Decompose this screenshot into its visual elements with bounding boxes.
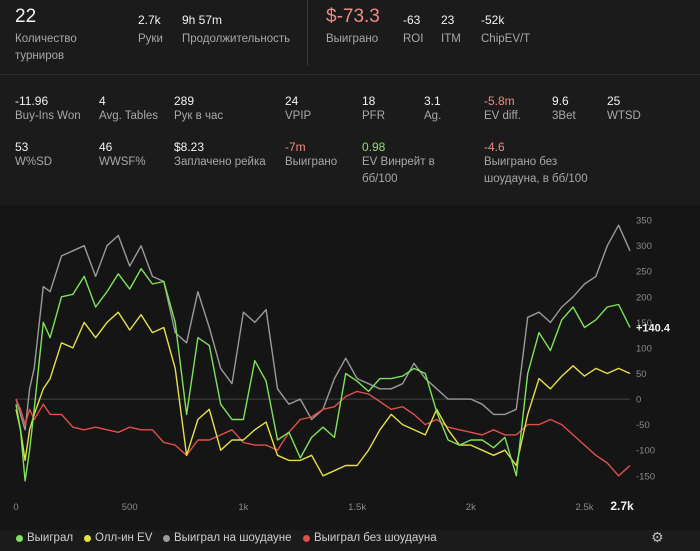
series-line-2: [15, 224, 631, 431]
stats-divider: [307, 0, 308, 66]
pfr-value: 18: [362, 94, 376, 108]
wsd-value: 53: [15, 140, 29, 154]
wwsf-value: 46: [99, 140, 113, 154]
ev-winrate-value: 0.98: [362, 140, 386, 154]
legend-dot-allin-ev: [84, 534, 91, 542]
legend-item-allin-ev[interactable]: Олл-ин EV: [84, 532, 152, 544]
chart-legend: Выиграл Олл-ин EV Выиграл на шоудауне Вы…: [0, 531, 700, 551]
x-tick-label: 2.5k: [576, 502, 594, 513]
y-tick-label: -100: [636, 446, 655, 457]
pfr-label: PFR: [362, 110, 385, 122]
nonsd-winrate-label: Выиграно без шоудауна, в бб/100: [484, 156, 588, 185]
avg-tables-label: Avg. Tables: [99, 110, 159, 122]
tournaments-value: 22: [15, 6, 37, 27]
series-line-0: [15, 268, 631, 482]
chipev-label: ChipEV/T: [481, 33, 531, 45]
ev-diff-label: EV diff.: [484, 110, 521, 122]
rake-value: $8.23: [174, 140, 205, 154]
itm-label: ITM: [441, 33, 461, 45]
wsd-label: W%SD: [15, 156, 53, 168]
gear-icon[interactable]: ⚙: [651, 529, 664, 545]
tournaments-label: Количество турниров: [15, 33, 77, 62]
won-chips-label: Выиграно: [285, 156, 338, 168]
roi-label: ROI: [403, 33, 424, 45]
itm-value: 23: [441, 13, 455, 27]
y-tick-label: 350: [636, 216, 652, 227]
y-tick-label: 250: [636, 267, 652, 278]
duration-label: Продолжительность: [182, 33, 291, 45]
buyins-won-value: -11.96: [15, 94, 49, 108]
x-tick-label: 1k: [238, 502, 248, 513]
3bet-value: 9.6: [552, 94, 569, 108]
won-value: $-73.3: [326, 6, 380, 27]
3bet-label: 3Bet: [552, 110, 576, 122]
y-tick-label: -150: [636, 471, 655, 482]
wtsd-label: WTSD: [607, 110, 641, 122]
series-line-1: [15, 311, 631, 477]
legend-item-won[interactable]: Выиграл: [16, 532, 73, 544]
wtsd-value: 25: [607, 94, 621, 108]
won-chips-value: -7m: [285, 140, 306, 154]
won-label: Выиграно: [326, 33, 379, 45]
x-tick-label-current: 2.7k: [610, 499, 634, 513]
legend-label-won: Выиграл: [27, 532, 74, 544]
hands-value: 2.7k: [138, 13, 161, 27]
buyins-won-label: Buy-Ins Won: [15, 110, 81, 122]
legend-item-nonshowdown[interactable]: Выиграл без шоудауна: [303, 532, 437, 544]
ag-value: 3.1: [424, 94, 441, 108]
x-tick-label: 1.5k: [348, 502, 366, 513]
legend-item-showdown[interactable]: Выиграл на шоудауне: [163, 532, 292, 544]
y-tick-label: 50: [636, 369, 647, 380]
legend-label-nonshowdown: Выиграл без шоудауна: [314, 532, 437, 544]
legend-dot-showdown: [163, 534, 170, 542]
x-tick-label: 0: [13, 502, 18, 513]
y-tick-label: 0: [636, 395, 641, 406]
y-tick-label: 300: [636, 241, 652, 252]
legend-label-showdown: Выиграл на шоудауне: [174, 532, 292, 544]
nonsd-winrate-value: -4.6: [484, 140, 505, 154]
hands-label: Руки: [138, 33, 163, 45]
vpip-label: VPIP: [285, 110, 312, 122]
hands-per-hour-label: Рук в час: [174, 110, 224, 122]
avg-tables-value: 4: [99, 94, 106, 108]
roi-value: -63: [403, 13, 421, 27]
chipev-value: -52k: [481, 13, 505, 27]
y-tick-label: -50: [636, 420, 650, 431]
current-value-label: +140.4: [636, 322, 671, 334]
legend-dot-won: [16, 534, 23, 542]
x-tick-label: 500: [122, 502, 138, 513]
results-chart[interactable]: 350 300 250 200 150 100 50 0 -50 -100 -150 0 500 1k 1.…: [0, 205, 700, 530]
y-tick-label: 200: [636, 292, 652, 303]
y-tick-label: 100: [636, 343, 652, 354]
rake-label: Заплачено рейка: [174, 156, 266, 168]
duration-value: 9h 57m: [182, 13, 223, 27]
y-tick-label: 150: [636, 318, 652, 329]
wwsf-label: WWSF%: [99, 156, 146, 168]
legend-label-allin-ev: Олл-ин EV: [95, 532, 153, 544]
legend-dot-nonshowdown: [303, 534, 310, 542]
hands-per-hour-value: 289: [174, 94, 195, 108]
vpip-value: 24: [285, 94, 299, 108]
series-line-3: [15, 390, 631, 477]
x-tick-label: 2k: [466, 502, 476, 513]
ev-winrate-label: EV Винрейт в бб/100: [362, 156, 435, 185]
header-divider: [0, 74, 700, 75]
ev-diff-value: -5.8m: [484, 94, 515, 108]
ag-label: Ag.: [424, 110, 442, 122]
